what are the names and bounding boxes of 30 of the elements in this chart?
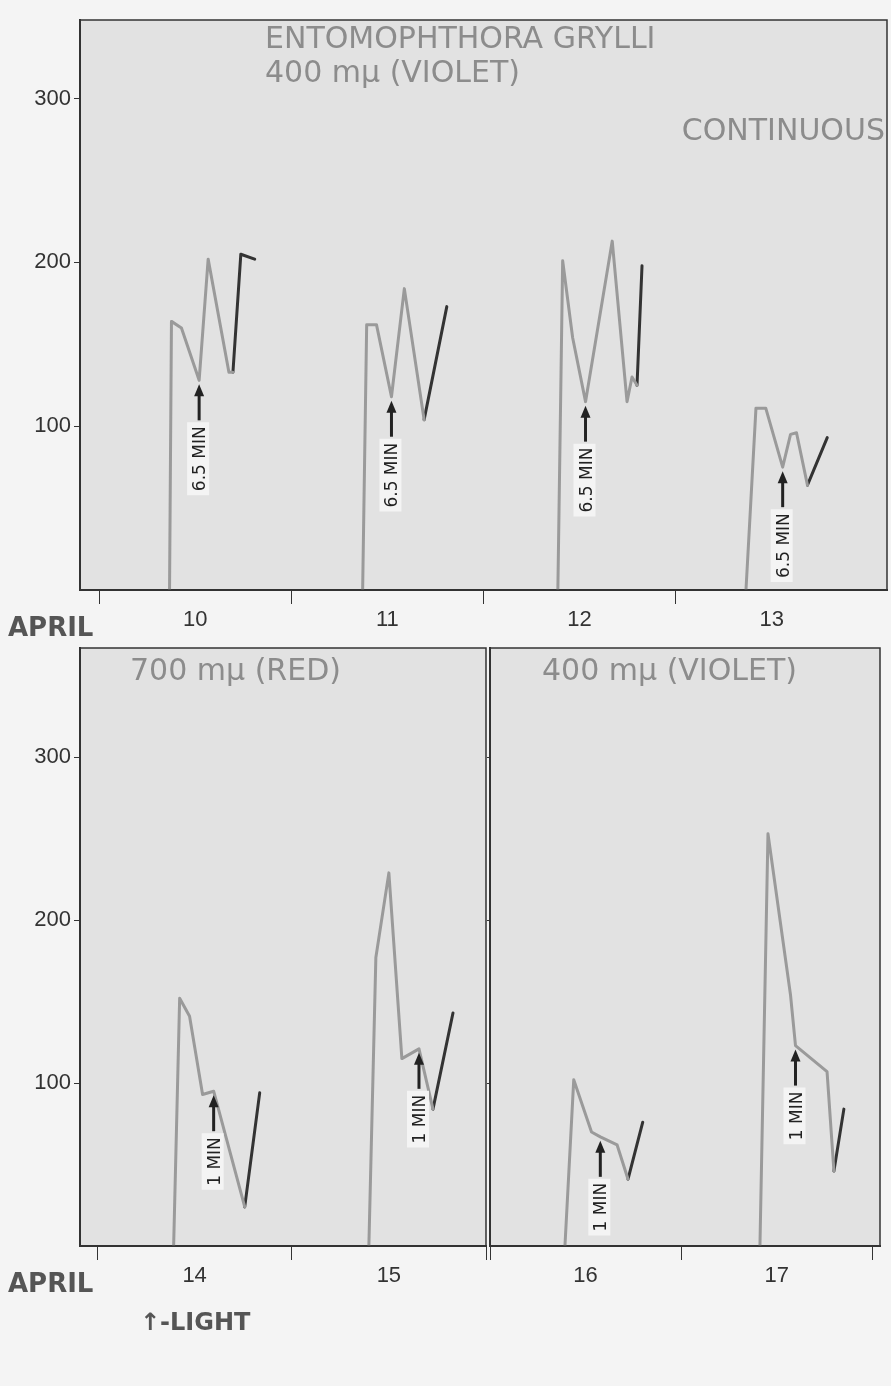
annotation: 6.5 MIN bbox=[381, 442, 402, 508]
chart-title: ENTOMOPHTHORA GRYLLI bbox=[265, 20, 656, 55]
annotation: CONTINUOUS bbox=[681, 112, 885, 147]
chart-title: 700 mμ (RED) bbox=[130, 652, 341, 687]
x-axis-title: APRIL bbox=[8, 612, 94, 642]
y-tick-label: 200 bbox=[34, 906, 71, 932]
annotation: 1 MIN bbox=[785, 1091, 806, 1141]
x-tick-label: 17 bbox=[764, 1262, 790, 1288]
annotation: 1 MIN bbox=[203, 1137, 224, 1186]
chart-title: 400 mμ (VIOLET) bbox=[542, 652, 798, 687]
x-tick-label: 10 bbox=[183, 606, 208, 632]
x-tick-label: 15 bbox=[376, 1262, 402, 1288]
annotation: 6.5 MIN bbox=[189, 426, 210, 492]
annotation: 1 MIN bbox=[590, 1182, 611, 1232]
text: 400 mμ (VIOLET) bbox=[265, 54, 521, 89]
x-axis-title: APRIL bbox=[8, 1268, 94, 1298]
x-tick-label: 12 bbox=[567, 606, 592, 632]
y-tick-label: 100 bbox=[34, 1069, 71, 1095]
annotation: 6.5 MIN bbox=[575, 447, 596, 513]
x-tick-label: 13 bbox=[759, 606, 784, 632]
text: ↑-LIGHT bbox=[140, 1308, 252, 1336]
y-tick-label: 200 bbox=[34, 248, 71, 274]
x-tick-label: 16 bbox=[573, 1262, 598, 1288]
y-tick-label: 300 bbox=[34, 743, 71, 769]
annotation: 6.5 MIN bbox=[772, 513, 793, 578]
y-tick-label: 100 bbox=[34, 412, 71, 438]
annotation: 1 MIN bbox=[408, 1094, 429, 1144]
x-tick-label: 14 bbox=[182, 1262, 207, 1288]
x-tick-label: 11 bbox=[376, 606, 399, 632]
y-tick-label: 300 bbox=[34, 84, 71, 110]
